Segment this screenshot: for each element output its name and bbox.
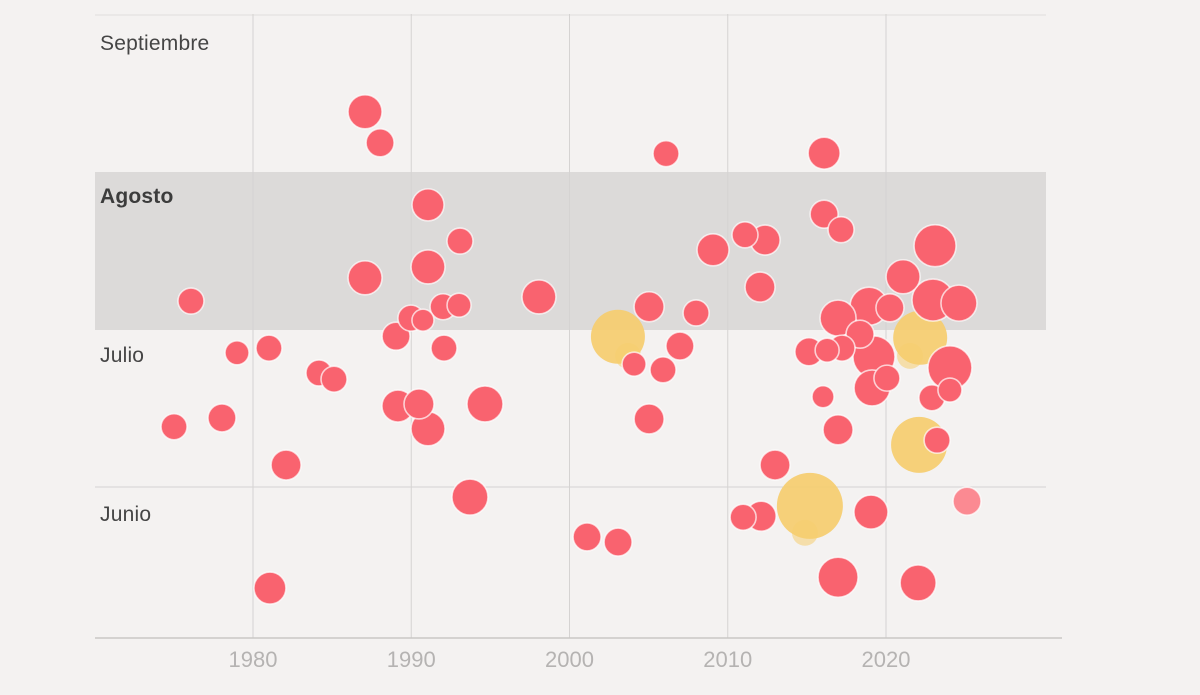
x-tick-label-1990: 1990 (386, 647, 436, 672)
y-axis-label-julio: Julio (100, 344, 145, 367)
bubble-red (696, 233, 730, 267)
bubble-red (365, 127, 395, 158)
bubble-red (177, 287, 205, 315)
bubble-red (160, 412, 188, 441)
bubble-red (853, 494, 889, 530)
bubble-light-pink (952, 486, 982, 517)
x-tick-label-2020: 2020 (861, 647, 911, 672)
bubble-red (411, 188, 445, 222)
bubble-red (759, 449, 791, 481)
x-tick-label-2000: 2000 (545, 647, 594, 672)
bubble-red (466, 385, 504, 423)
bubble-red (665, 331, 695, 361)
bubble-red (410, 249, 446, 285)
bubble-red (403, 388, 435, 420)
y-axis-label-agosto: Agosto (100, 185, 174, 208)
bubble-red (885, 258, 921, 295)
bubble-red (446, 227, 474, 255)
bubble-highlight-yellow (590, 309, 645, 364)
bubble-red (873, 364, 901, 392)
bubble-red (572, 522, 602, 552)
x-tick-label-2010: 2010 (703, 647, 753, 672)
bubble-red (729, 503, 757, 532)
bubble-red (430, 334, 458, 362)
bubble-red (270, 449, 302, 481)
bubble-red (899, 564, 937, 602)
bubble-red (827, 215, 855, 244)
x-tick-label-1980: 1980 (228, 647, 278, 672)
bubble-red (451, 478, 489, 516)
bubble-red (923, 426, 951, 454)
bubble-red (521, 279, 557, 315)
bubble-red (807, 136, 841, 170)
bubble-highlight-yellow (893, 310, 948, 365)
bubble-red (224, 339, 250, 366)
bubble-red (255, 334, 283, 362)
bubble-red (603, 527, 633, 557)
bubble-highlight-yellow (776, 472, 843, 539)
bubble-red (875, 292, 905, 323)
bubble-red (253, 571, 287, 605)
bubble-red (621, 351, 647, 377)
bubble-red (744, 271, 776, 303)
bubble-red (940, 284, 978, 322)
y-axis-label-septiembre: Septiembre (100, 32, 210, 55)
bubble-red (822, 414, 854, 446)
y-axis-label-junio: Junio (100, 503, 152, 526)
bubble-red (814, 337, 840, 363)
bubble-red (207, 403, 237, 433)
bubble-red (633, 290, 665, 323)
bubble-red (652, 139, 680, 168)
bubble-red (347, 93, 383, 130)
bubble-red (682, 299, 710, 327)
bubble-red (446, 292, 472, 318)
bubble-red (937, 377, 963, 403)
bubble-red (731, 221, 759, 249)
bubble-red (411, 308, 435, 332)
bubble-red (817, 556, 859, 599)
bubble-red (913, 223, 957, 268)
bubble-red (633, 403, 665, 435)
bubble-red (811, 384, 835, 409)
bubble-red (649, 356, 677, 384)
bubble-red (347, 259, 383, 296)
bubble-red (320, 365, 348, 393)
